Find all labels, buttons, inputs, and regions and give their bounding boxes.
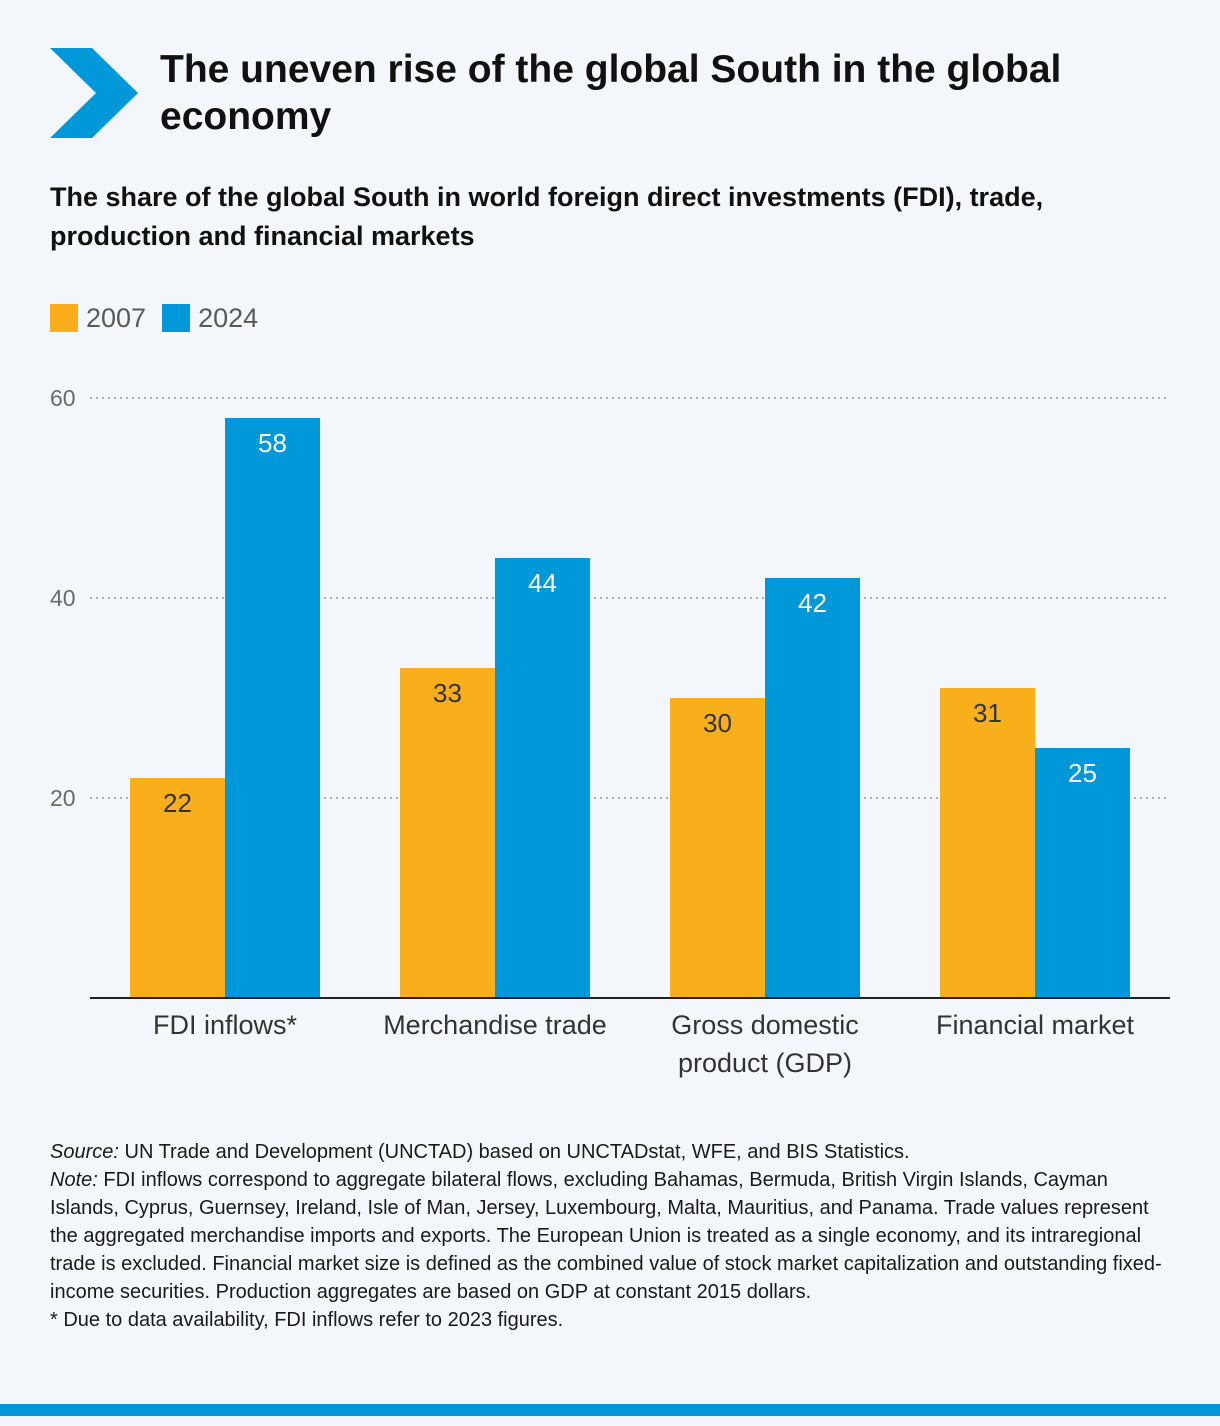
chart-legend: 2007 2024 bbox=[50, 302, 274, 334]
source-text: UN Trade and Development (UNCTAD) based … bbox=[118, 1141, 910, 1163]
data-label: 44 bbox=[528, 568, 557, 598]
data-label: 30 bbox=[703, 708, 732, 738]
source-note: Source: UN Trade and Development (UNCTAD… bbox=[50, 1138, 1180, 1166]
legend-swatch-2024 bbox=[162, 304, 191, 332]
bottom-accent-bar bbox=[0, 1404, 1220, 1416]
legend-item-2024: 2024 bbox=[162, 303, 258, 334]
chart-notes: Source: UN Trade and Development (UNCTAD… bbox=[50, 1138, 1180, 1334]
bar-2007 bbox=[670, 698, 765, 998]
x-tick-label: Gross domestic bbox=[671, 1010, 859, 1040]
bar-2024 bbox=[765, 578, 860, 998]
note-lead: Note: bbox=[50, 1169, 98, 1191]
chart-subtitle: The share of the global South in world f… bbox=[50, 182, 1044, 251]
bar-2007 bbox=[940, 688, 1035, 998]
bar-2024 bbox=[495, 558, 590, 998]
y-tick-label: 60 bbox=[50, 385, 76, 411]
x-tick-label: Merchandise trade bbox=[383, 1010, 607, 1040]
footnote: * Due to data availability, FDI inflows … bbox=[50, 1309, 564, 1331]
y-tick-label: 40 bbox=[50, 585, 76, 611]
bar-chart: 20 40 60 22 58 FDI inflows* 33 44 Merchandise tr… bbox=[50, 385, 1170, 1078]
y-tick-label: 20 bbox=[50, 785, 76, 811]
bar-2007 bbox=[130, 778, 225, 998]
bar-2007 bbox=[400, 668, 495, 998]
method-note: Note: FDI inflows correspond to aggregat… bbox=[50, 1166, 1180, 1306]
data-label: 58 bbox=[258, 428, 287, 458]
source-lead: Source: bbox=[50, 1141, 119, 1163]
data-label: 33 bbox=[433, 678, 462, 708]
x-tick-label: product (GDP) bbox=[678, 1048, 852, 1078]
x-tick-label: Financial market bbox=[936, 1010, 1135, 1040]
chevron-logo-icon bbox=[50, 48, 138, 138]
legend-label-2007: 2007 bbox=[86, 302, 147, 333]
legend-swatch-2007 bbox=[50, 304, 78, 332]
page-title: The uneven rise of the global South in t… bbox=[160, 48, 1062, 138]
data-label: 25 bbox=[1068, 758, 1097, 788]
data-label: 22 bbox=[163, 788, 192, 818]
bar-2024 bbox=[1035, 748, 1130, 998]
legend-item-2007: 2007 bbox=[50, 303, 146, 334]
x-tick-label: FDI inflows* bbox=[153, 1010, 298, 1040]
legend-label-2024: 2024 bbox=[198, 302, 259, 333]
data-label: 31 bbox=[973, 698, 1002, 728]
note-text: FDI inflows correspond to aggregate bila… bbox=[50, 1169, 1162, 1303]
bar-2024 bbox=[225, 418, 320, 998]
data-label: 42 bbox=[798, 588, 827, 618]
